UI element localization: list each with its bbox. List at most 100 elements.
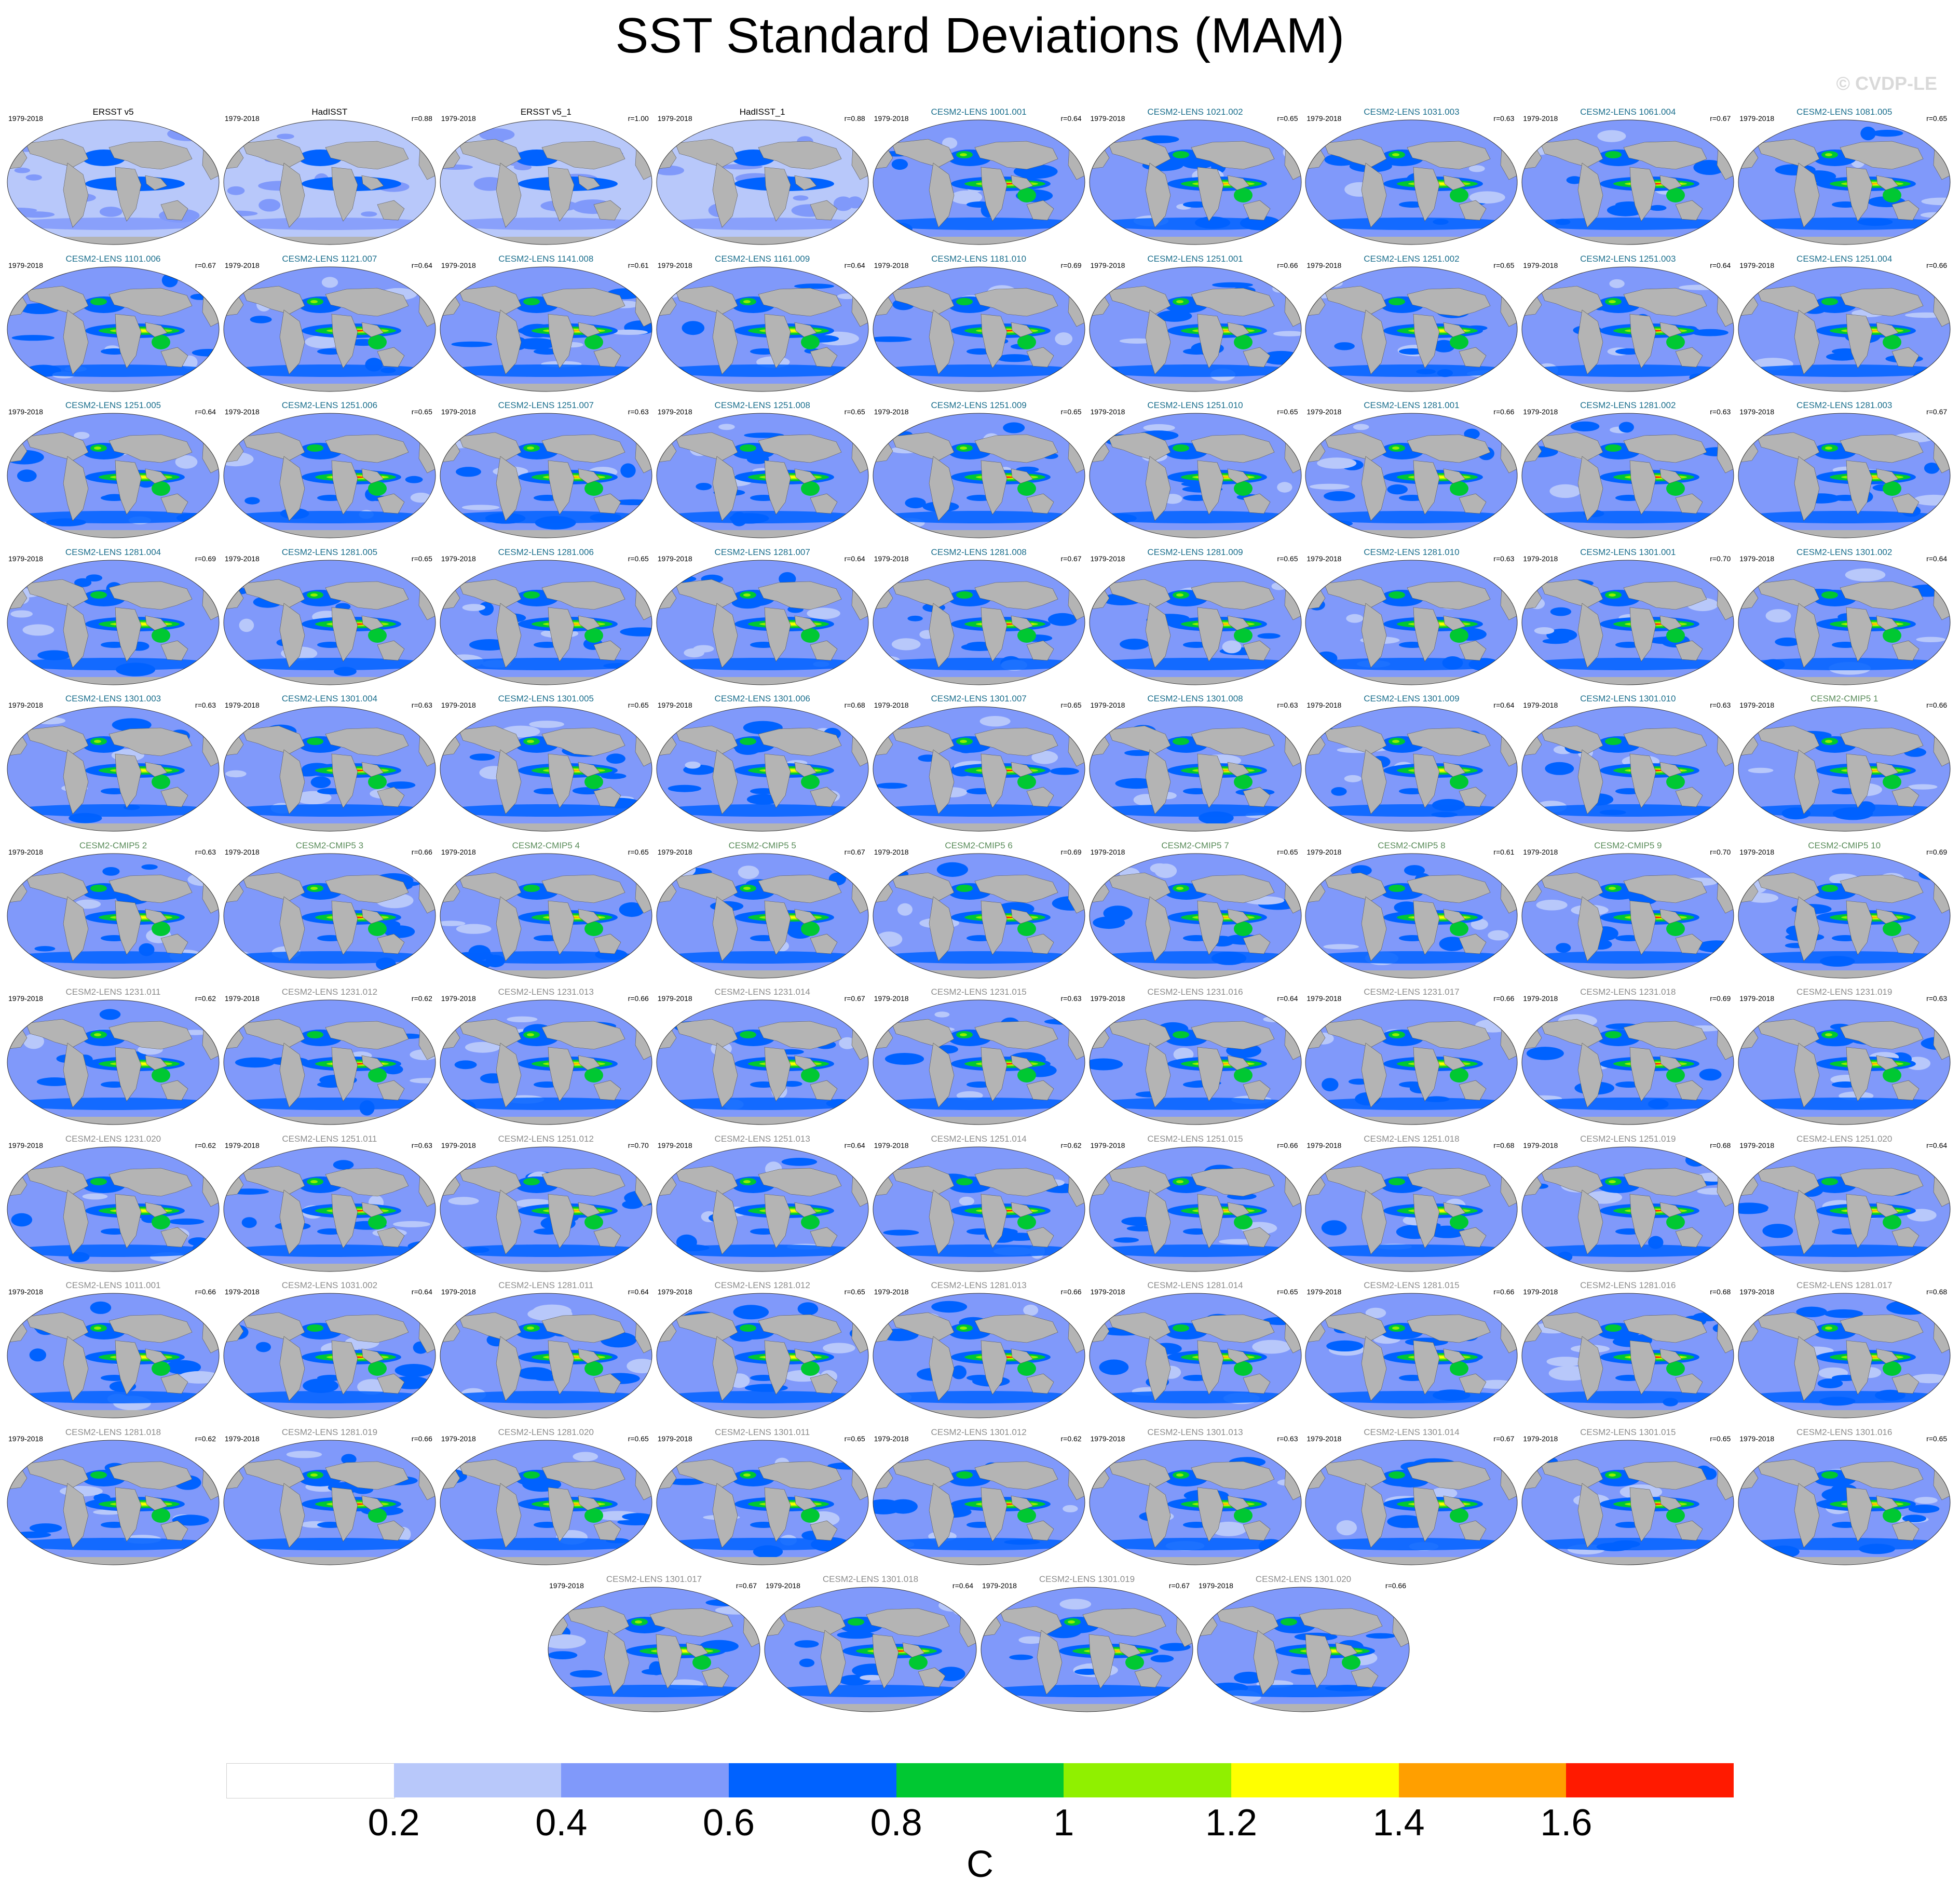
map-panel: 1979-2018 CESM2-LENS 1251.009 r=0.65 — [871, 400, 1087, 542]
sst-stddev-map — [440, 853, 652, 978]
map-panel: 1979-2018 CESM2-LENS 1301.018 r=0.64 — [763, 1574, 978, 1715]
panel-pattern-correlation: r=0.68 — [1710, 1288, 1731, 1296]
sst-stddev-map — [1089, 119, 1301, 245]
map-panel: 1979-2018 CESM2-LENS 1301.012 r=0.62 — [871, 1427, 1087, 1568]
panel-title: CESM2-LENS 1301.007 — [931, 694, 1027, 704]
panel-title: CESM2-LENS 1301.004 — [281, 694, 378, 704]
map-panel: 1979-2018 CESM2-LENS 1281.015 r=0.66 — [1303, 1280, 1519, 1422]
chart-title: SST Standard Deviations (MAM) — [615, 8, 1345, 63]
panel-years: 1979-2018 — [1306, 554, 1342, 563]
panel-title: CESM2-LENS 1231.012 — [281, 987, 378, 997]
panel-title: CESM2-LENS 1231.015 — [931, 987, 1027, 997]
sst-stddev-map — [440, 1293, 652, 1418]
colorbar-tick-label: 0.4 — [535, 1802, 588, 1844]
panel-title: CESM2-LENS 1301.008 — [1147, 694, 1243, 704]
map-panel: 1979-2018 CESM2-LENS 1001.001 r=0.64 — [871, 107, 1087, 248]
panel-title: CESM2-LENS 1251.004 — [1796, 253, 1893, 264]
panel-years: 1979-2018 — [874, 701, 909, 709]
panel-title: CESM2-LENS 1251.003 — [1580, 253, 1676, 264]
sst-stddev-map — [1521, 560, 1734, 685]
panel-pattern-correlation: r=0.64 — [844, 554, 865, 563]
panel-pattern-correlation: r=0.63 — [411, 701, 432, 709]
sst-stddev-map — [1521, 119, 1734, 245]
sst-stddev-map — [1305, 119, 1518, 245]
panel-pattern-correlation: r=0.63 — [411, 1141, 432, 1149]
map-panel: 1979-2018 CESM2-LENS 1251.015 r=0.66 — [1087, 1134, 1303, 1275]
panel-years: 1979-2018 — [224, 1434, 260, 1443]
map-panel: 1979-2018 ERSST v5 — [5, 107, 221, 248]
sst-stddev-map — [1089, 413, 1301, 538]
sst-stddev-map — [873, 413, 1085, 538]
panel-pattern-correlation: r=0.66 — [1926, 261, 1948, 269]
map-panel: 1979-2018 CESM2-LENS 1231.011 r=0.62 — [5, 987, 221, 1128]
panel-title: CESM2-LENS 1251.012 — [498, 1133, 594, 1144]
panel-years: 1979-2018 — [8, 1434, 43, 1443]
sst-stddev-map — [1738, 560, 1951, 685]
panel-years: 1979-2018 — [441, 847, 476, 856]
map-panel: 1979-2018 CESM2-LENS 1251.004 r=0.66 — [1736, 254, 1952, 395]
panel-years: 1979-2018 — [874, 1288, 909, 1296]
panel-pattern-correlation: r=0.63 — [1060, 994, 1082, 1003]
panel-years: 1979-2018 — [1739, 114, 1775, 123]
panel-title: CESM2-LENS 1301.001 — [1580, 547, 1676, 557]
panel-title: CESM2-LENS 1281.001 — [1364, 400, 1460, 410]
map-panel: 1979-2018 CESM2-LENS 1301.015 r=0.65 — [1520, 1427, 1736, 1568]
panel-pattern-correlation: r=0.64 — [411, 1288, 432, 1296]
panel-pattern-correlation: r=0.66 — [1277, 1141, 1298, 1149]
panel-years: 1979-2018 — [441, 701, 476, 709]
panel-title: CESM2-LENS 1061.004 — [1580, 107, 1676, 117]
map-panel: 1979-2018 CESM2-LENS 1251.003 r=0.64 — [1520, 254, 1736, 395]
panel-title: ERSST v5_1 — [520, 107, 571, 117]
panel-years: 1979-2018 — [441, 261, 476, 269]
panel-years: 1979-2018 — [1739, 408, 1775, 416]
map-panel: 1979-2018 CESM2-LENS 1251.002 r=0.65 — [1303, 254, 1519, 395]
panel-pattern-correlation: r=0.67 — [844, 847, 865, 856]
panel-years: 1979-2018 — [441, 1141, 476, 1149]
panel-title: CESM2-CMIP5 2 — [79, 840, 147, 850]
map-panel: 1979-2018 CESM2-CMIP5 9 r=0.70 — [1520, 841, 1736, 982]
panel-years: 1979-2018 — [1523, 114, 1558, 123]
panel-years: 1979-2018 — [441, 1288, 476, 1296]
panel-title: CESM2-CMIP5 9 — [1594, 840, 1662, 850]
panel-pattern-correlation: r=0.65 — [628, 554, 649, 563]
panel-years: 1979-2018 — [657, 554, 692, 563]
panel-pattern-correlation: r=0.88 — [411, 114, 432, 123]
panel-years: 1979-2018 — [657, 847, 692, 856]
sst-stddev-map — [548, 1587, 760, 1712]
sst-stddev-map — [223, 266, 436, 391]
panel-pattern-correlation: r=0.63 — [1277, 1434, 1298, 1443]
map-panel: 1979-2018 CESM2-LENS 1301.017 r=0.67 — [546, 1574, 762, 1715]
panel-title: CESM2-LENS 1231.011 — [65, 987, 161, 997]
panel-pattern-correlation: r=0.61 — [1493, 847, 1515, 856]
panel-pattern-correlation: r=0.64 — [195, 408, 216, 416]
panel-years: 1979-2018 — [874, 1434, 909, 1443]
panel-pattern-correlation: r=0.65 — [628, 1434, 649, 1443]
panel-years: 1979-2018 — [1523, 1434, 1558, 1443]
panel-years: 1979-2018 — [1523, 994, 1558, 1003]
panel-title: CESM2-LENS 1001.001 — [931, 107, 1027, 117]
panel-pattern-correlation: r=0.65 — [1710, 1434, 1731, 1443]
map-panel: 1979-2018 CESM2-CMIP5 6 r=0.69 — [871, 841, 1087, 982]
map-panel: 1979-2018 CESM2-LENS 1231.015 r=0.63 — [871, 987, 1087, 1128]
sst-stddev-map — [656, 266, 869, 391]
panel-pattern-correlation: r=0.67 — [1710, 114, 1731, 123]
panel-pattern-correlation: r=0.66 — [411, 847, 432, 856]
sst-stddev-map — [1521, 999, 1734, 1125]
panel-pattern-correlation: r=0.65 — [1277, 847, 1298, 856]
sst-stddev-map — [1305, 999, 1518, 1125]
sst-stddev-map — [7, 1146, 220, 1271]
sst-stddev-map — [1521, 1440, 1734, 1565]
map-panel: 1979-2018 CESM2-LENS 1251.007 r=0.63 — [438, 400, 654, 542]
panel-years: 1979-2018 — [982, 1581, 1017, 1590]
panel-years: 1979-2018 — [441, 994, 476, 1003]
map-panel: 1979-2018 CESM2-LENS 1281.020 r=0.65 — [438, 1427, 654, 1568]
map-panel: 1979-2018 CESM2-LENS 1251.008 r=0.65 — [655, 400, 870, 542]
map-panel: 1979-2018 CESM2-CMIP5 2 r=0.63 — [5, 841, 221, 982]
panel-title: CESM2-LENS 1301.019 — [1039, 1574, 1135, 1584]
panel-pattern-correlation: r=0.69 — [1060, 847, 1082, 856]
panel-pattern-correlation: r=0.65 — [1926, 1434, 1948, 1443]
map-panel: 1979-2018 CESM2-LENS 1301.010 r=0.63 — [1520, 694, 1736, 835]
map-panel: 1979-2018 CESM2-LENS 1301.008 r=0.63 — [1087, 694, 1303, 835]
panel-years: 1979-2018 — [1739, 1288, 1775, 1296]
panel-title: CESM2-LENS 1251.013 — [714, 1133, 810, 1144]
